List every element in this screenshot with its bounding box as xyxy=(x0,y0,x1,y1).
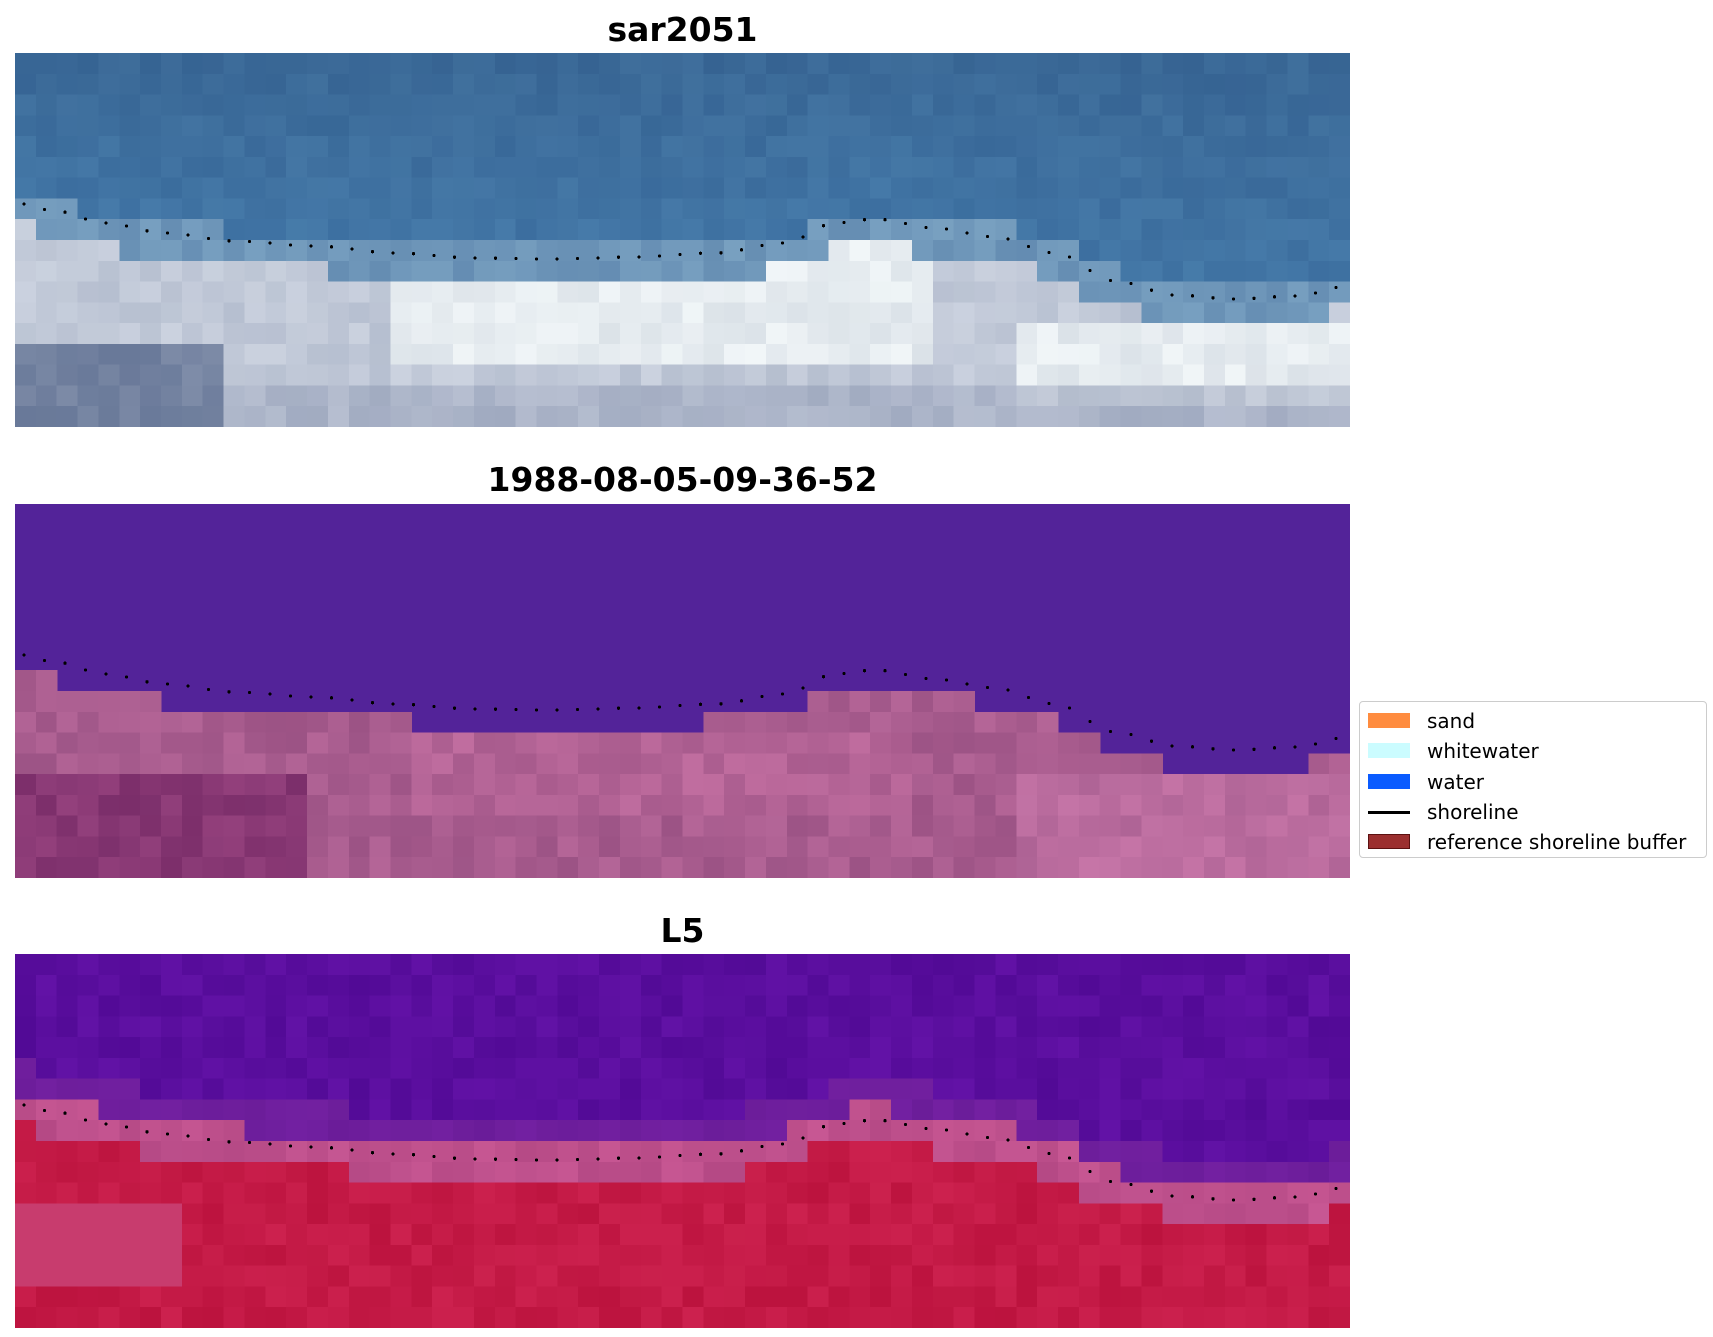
classified-image-panel-2 xyxy=(15,504,1350,878)
legend-item-shoreline: shoreline xyxy=(1368,800,1704,824)
shoreline-line-swatch xyxy=(1368,811,1410,814)
index-image-panel-3 xyxy=(15,954,1350,1328)
whitewater-swatch xyxy=(1368,743,1410,758)
index-image-3 xyxy=(15,954,1350,1328)
sand-swatch xyxy=(1368,713,1410,728)
legend-label-shoreline: shoreline xyxy=(1427,800,1519,824)
legend-item-reference-shoreline-buffer: reference shoreline buffer xyxy=(1368,830,1704,854)
panel-title-3: L5 xyxy=(660,911,705,950)
legend-item-whitewater: whitewater xyxy=(1368,739,1704,763)
panel-title-2: 1988-08-05-09-36-52 xyxy=(487,460,878,499)
satellite-image-panel-1 xyxy=(15,53,1350,427)
legend-item-sand: sand xyxy=(1368,709,1704,733)
legend: sand whitewater water shoreline referenc… xyxy=(1359,701,1707,858)
legend-label-water: water xyxy=(1427,770,1484,794)
legend-label-whitewater: whitewater xyxy=(1427,739,1539,763)
panel-title-1: sar2051 xyxy=(607,10,758,49)
satellite-image-1 xyxy=(15,53,1350,427)
legend-label-reference-shoreline-buffer: reference shoreline buffer xyxy=(1427,830,1687,854)
legend-item-water: water xyxy=(1368,770,1704,794)
water-swatch xyxy=(1368,774,1410,789)
reference-buffer-swatch xyxy=(1368,834,1410,849)
legend-label-sand: sand xyxy=(1427,709,1476,733)
classified-image-2 xyxy=(15,504,1350,878)
